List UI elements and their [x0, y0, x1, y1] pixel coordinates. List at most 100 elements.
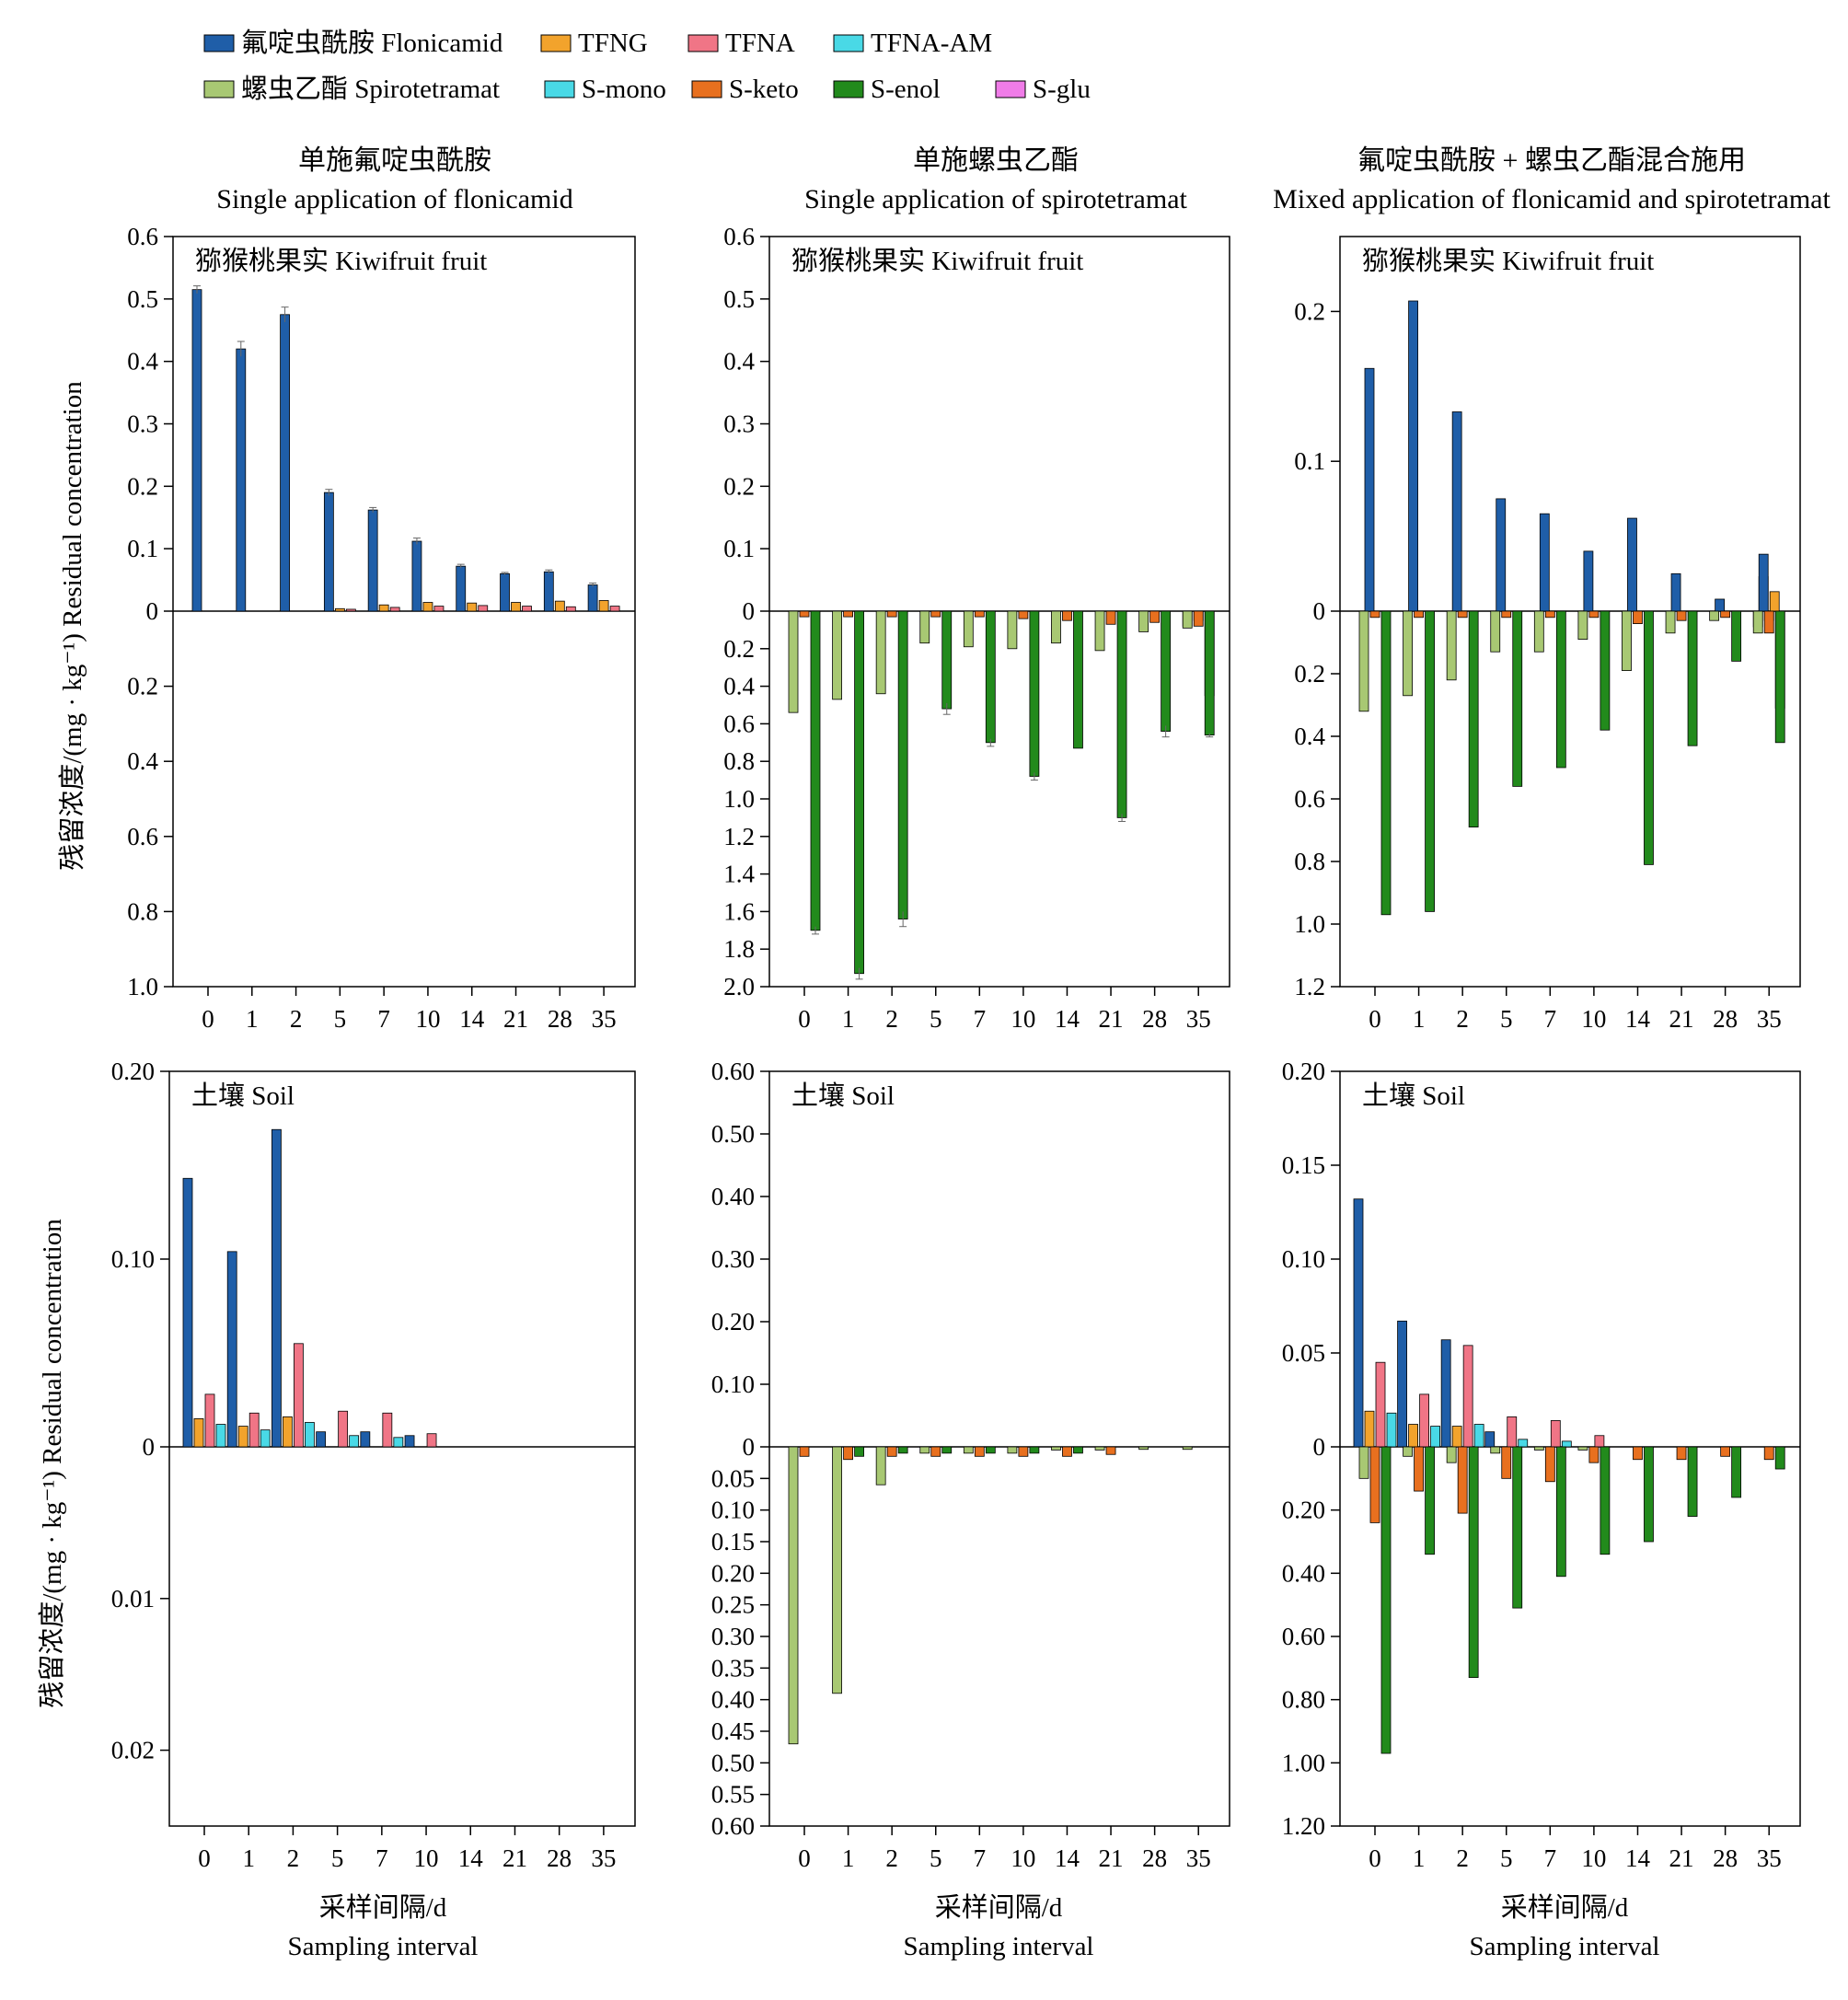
y-tick-label: 0.8: [1294, 848, 1325, 875]
bar-氟啶虫酰胺-Flonicamid: [1397, 1320, 1407, 1448]
y-tick-label: 0.20: [711, 1308, 755, 1335]
bar-S-enol: [1774, 1446, 1785, 1470]
bar-S-enol: [1731, 610, 1742, 662]
bar-TFNA: [478, 605, 489, 612]
y-tick-label: 0.10: [1282, 1245, 1325, 1273]
y-tick-label: 0.6: [723, 223, 755, 250]
x-tick-label: 0: [1369, 1005, 1381, 1033]
x-axis-label-zh-3: 采样间隔/d: [1501, 1892, 1629, 1923]
bar-TFNA: [1462, 1345, 1473, 1448]
bar-螺虫乙酯-Spirotetramat: [1709, 610, 1720, 621]
x-tick-label: 1: [1413, 1844, 1426, 1872]
bar-螺虫乙酯-Spirotetramat: [1182, 610, 1193, 629]
bar-S-enol: [1116, 610, 1127, 818]
bar-TFNG: [1364, 1410, 1375, 1448]
bar-氟啶虫酰胺-Flonicamid: [1670, 572, 1681, 612]
bar-S-keto: [1105, 1446, 1116, 1455]
bar-S-enol: [1687, 610, 1698, 746]
panel-5: 0.60 0.50 0.40 0.30 0.20 0.10 0 0.05 0.10 0.15 0.2…: [711, 1058, 1230, 1872]
x-tick-label: 2: [1456, 1844, 1469, 1872]
bar-螺虫乙酯-Spirotetramat: [1665, 610, 1676, 634]
legend-swatch-flonicamid: [203, 34, 235, 52]
x-tick-label: 5: [1500, 1844, 1513, 1872]
bar-S-keto: [1149, 610, 1161, 623]
y-tick-label: 0.35: [711, 1654, 755, 1682]
bar-螺虫乙酯-Spirotetramat: [1577, 610, 1588, 641]
x-tick-label: 28: [547, 1844, 572, 1872]
x-tick-label: 10: [415, 1005, 440, 1033]
bar-螺虫乙酯-Spirotetramat: [1403, 610, 1413, 697]
y-tick-label: 0.4: [723, 348, 755, 376]
bar-S-keto: [1763, 610, 1774, 634]
bar-氟啶虫酰胺-Flonicamid: [1484, 1431, 1496, 1448]
bar-氟啶虫酰胺-Flonicamid: [271, 1128, 282, 1448]
y-tick-label: 1.2: [723, 823, 755, 850]
bar-S-enol: [897, 1446, 908, 1454]
bar-TFNG: [237, 1426, 248, 1448]
bar-螺虫乙酯-Spirotetramat: [788, 610, 799, 713]
bar-S-enol: [810, 610, 821, 931]
bar-螺虫乙酯-Spirotetramat: [832, 610, 842, 700]
bar-氟啶虫酰胺-Flonicamid: [1353, 1198, 1364, 1448]
bar-螺虫乙酯-Spirotetramat: [1533, 610, 1544, 653]
y-tick-label: 0.3: [723, 410, 755, 438]
bar-S-keto: [1062, 1446, 1072, 1457]
x-tick-label: 21: [503, 1005, 528, 1033]
bar-氟啶虫酰胺-Flonicamid: [367, 509, 378, 612]
bar-TFNA: [248, 1412, 260, 1448]
x-tick-label: 35: [592, 1005, 617, 1033]
bar-氟啶虫酰胺-Flonicamid: [1408, 300, 1418, 612]
bar-S-keto: [1018, 1446, 1029, 1457]
x-tick-label: 21: [1669, 1005, 1694, 1033]
y-tick-label: 0.40: [1282, 1559, 1325, 1587]
bar-S-enol: [1029, 1446, 1040, 1454]
x-tick-label: 7: [974, 1844, 987, 1872]
bar-S-keto: [1676, 1446, 1687, 1461]
bar-S-enol: [1644, 1446, 1654, 1543]
col-header-en-2: Single application of spirotetramat: [804, 184, 1187, 214]
y-tick-label: 0: [743, 1433, 756, 1461]
y-tick-label: 0.6: [127, 823, 158, 850]
x-tick-label: 14: [459, 1005, 485, 1033]
bar-S-enol: [1425, 610, 1435, 912]
x-tick-label: 14: [1625, 1844, 1651, 1872]
y-tick-label: 0.2: [723, 635, 755, 663]
x-tick-label: 0: [1369, 1844, 1381, 1872]
x-tick-label: 28: [548, 1005, 572, 1033]
x-tick-label: 21: [502, 1844, 527, 1872]
bar-S-enol: [1687, 1446, 1698, 1517]
y-tick-label: 0.5: [723, 285, 755, 313]
y-tick-label: 0.15: [711, 1528, 755, 1555]
x-tick-label: 2: [885, 1005, 898, 1033]
panel-label: 猕猴桃果实 Kiwifruit fruit: [791, 246, 1083, 276]
panel-label: 土壤 Soil: [191, 1081, 295, 1111]
bar-氟啶虫酰胺-Flonicamid: [280, 314, 290, 612]
bar-S-keto: [1676, 610, 1687, 621]
x-tick-label: 10: [1581, 1005, 1606, 1033]
bar-S-keto: [1633, 1446, 1643, 1461]
panel-2: 0.6 0.5 0.4 0.3 0.2 0.1 0 0.2 0.4 0.6 0.8 1.0 1.2 1.4…: [723, 223, 1230, 1033]
bar-S-enol: [1555, 610, 1566, 769]
bar-氟啶虫酰胺-Flonicamid: [1758, 553, 1769, 612]
bar-TFNA-AM: [1518, 1439, 1529, 1448]
y-tick-label: 0.02: [111, 1737, 155, 1764]
legend-swatch-tfna-am: [833, 34, 864, 52]
y-tick-label: 1.0: [723, 785, 755, 813]
y-tick-label: 0.8: [723, 747, 755, 775]
y-tick-label: 0.1: [723, 535, 755, 562]
y-tick-label: 0.2: [723, 472, 755, 500]
bar-S-keto: [1414, 1446, 1424, 1492]
bar-S-keto: [1414, 610, 1424, 618]
bar-螺虫乙酯-Spirotetramat: [875, 1446, 886, 1486]
bar-S-enol: [897, 610, 908, 919]
bar-TFNA-AM: [393, 1437, 404, 1448]
bar-氟啶虫酰胺-Flonicamid: [404, 1435, 415, 1448]
legend-label-tfng: TFNG: [578, 29, 648, 58]
bar-TFNG: [378, 604, 389, 612]
bar-氟啶虫酰胺-Flonicamid: [1583, 550, 1594, 612]
bar-氟啶虫酰胺-Flonicamid: [500, 572, 510, 612]
bar-氟啶虫酰胺-Flonicamid: [1451, 411, 1462, 612]
x-tick-label: 35: [1186, 1844, 1211, 1872]
bar-S-keto: [1193, 610, 1204, 627]
x-tick-label: 2: [287, 1844, 300, 1872]
